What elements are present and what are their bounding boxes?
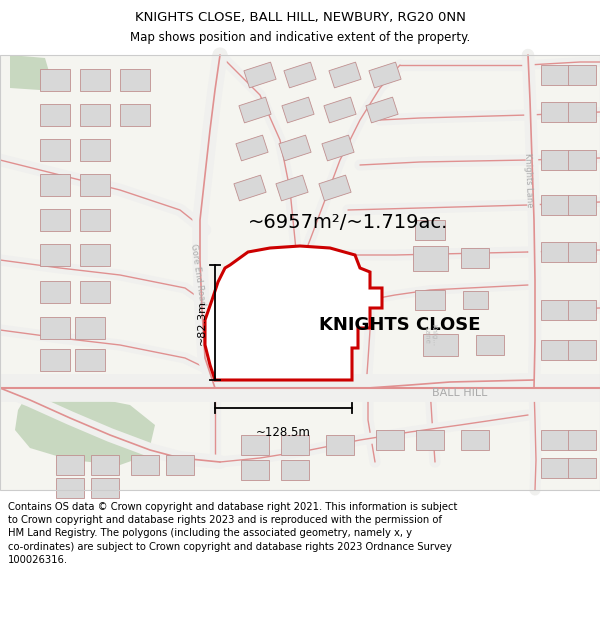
Bar bbox=[40, 317, 70, 339]
Bar bbox=[568, 65, 596, 85]
Bar bbox=[166, 455, 194, 475]
Bar bbox=[568, 458, 596, 478]
Bar bbox=[281, 435, 309, 455]
Bar bbox=[541, 150, 569, 170]
Bar bbox=[413, 246, 448, 271]
Polygon shape bbox=[205, 246, 382, 380]
Bar bbox=[568, 242, 596, 262]
Bar bbox=[541, 340, 569, 360]
Bar bbox=[568, 300, 596, 320]
Bar bbox=[324, 97, 356, 123]
Text: Gore End Road: Gore End Road bbox=[189, 243, 207, 307]
Bar bbox=[276, 175, 308, 201]
Bar bbox=[326, 435, 354, 455]
Bar bbox=[80, 104, 110, 126]
Text: Knig...
Lane: Knig... Lane bbox=[423, 324, 437, 346]
Bar bbox=[80, 244, 110, 266]
Text: ~128.5m: ~128.5m bbox=[256, 426, 311, 439]
Bar bbox=[279, 135, 311, 161]
Text: KNIGHTS CLOSE: KNIGHTS CLOSE bbox=[319, 316, 481, 334]
Bar bbox=[80, 139, 110, 161]
Bar bbox=[541, 195, 569, 215]
Text: KNIGHTS CLOSE, BALL HILL, NEWBURY, RG20 0NN: KNIGHTS CLOSE, BALL HILL, NEWBURY, RG20 … bbox=[134, 11, 466, 24]
Bar bbox=[241, 460, 269, 480]
Bar bbox=[241, 435, 269, 455]
Bar bbox=[40, 139, 70, 161]
Text: BALL HILL: BALL HILL bbox=[433, 388, 488, 398]
Bar bbox=[568, 340, 596, 360]
Bar bbox=[281, 460, 309, 480]
Bar bbox=[75, 349, 105, 371]
Bar bbox=[40, 281, 70, 303]
Bar bbox=[91, 478, 119, 498]
Text: ~82.3m: ~82.3m bbox=[197, 300, 207, 345]
Bar bbox=[120, 104, 150, 126]
Bar bbox=[476, 335, 504, 355]
Bar bbox=[568, 102, 596, 122]
Bar bbox=[56, 455, 84, 475]
Polygon shape bbox=[15, 390, 155, 465]
Bar bbox=[282, 97, 314, 123]
Bar bbox=[541, 300, 569, 320]
Text: ~6957m²/~1.719ac.: ~6957m²/~1.719ac. bbox=[248, 213, 448, 231]
Bar bbox=[120, 69, 150, 91]
Bar bbox=[422, 334, 458, 356]
Bar bbox=[131, 455, 159, 475]
Bar bbox=[463, 291, 487, 309]
Bar bbox=[366, 97, 398, 123]
Bar bbox=[541, 65, 569, 85]
Polygon shape bbox=[10, 55, 50, 90]
Bar bbox=[40, 209, 70, 231]
Polygon shape bbox=[205, 255, 265, 355]
Bar bbox=[416, 430, 444, 450]
Bar bbox=[541, 102, 569, 122]
Bar bbox=[80, 209, 110, 231]
Bar bbox=[40, 104, 70, 126]
Bar bbox=[0, 55, 600, 490]
Bar bbox=[75, 317, 105, 339]
Bar bbox=[239, 97, 271, 123]
Bar bbox=[541, 242, 569, 262]
Bar bbox=[319, 175, 351, 201]
Bar bbox=[329, 62, 361, 88]
Bar bbox=[234, 175, 266, 201]
Bar bbox=[80, 69, 110, 91]
Bar bbox=[40, 174, 70, 196]
Bar bbox=[56, 478, 84, 498]
Bar bbox=[415, 220, 445, 240]
Text: Map shows position and indicative extent of the property.: Map shows position and indicative extent… bbox=[130, 31, 470, 44]
Text: Knights Lane: Knights Lane bbox=[523, 152, 533, 208]
Bar bbox=[568, 195, 596, 215]
Bar bbox=[461, 430, 489, 450]
Bar bbox=[80, 281, 110, 303]
Bar bbox=[40, 244, 70, 266]
Bar bbox=[236, 135, 268, 161]
Bar bbox=[91, 455, 119, 475]
Bar bbox=[568, 430, 596, 450]
Bar bbox=[461, 248, 489, 268]
Text: Contains OS data © Crown copyright and database right 2021. This information is : Contains OS data © Crown copyright and d… bbox=[8, 502, 457, 565]
Bar bbox=[322, 135, 354, 161]
Bar bbox=[244, 62, 276, 88]
Bar bbox=[80, 174, 110, 196]
Bar bbox=[568, 150, 596, 170]
Bar bbox=[415, 290, 445, 310]
Bar bbox=[0, 55, 600, 490]
Bar bbox=[541, 430, 569, 450]
Bar bbox=[541, 458, 569, 478]
Bar bbox=[40, 349, 70, 371]
Bar bbox=[40, 69, 70, 91]
Bar bbox=[284, 62, 316, 88]
Bar bbox=[369, 62, 401, 88]
Bar bbox=[376, 430, 404, 450]
